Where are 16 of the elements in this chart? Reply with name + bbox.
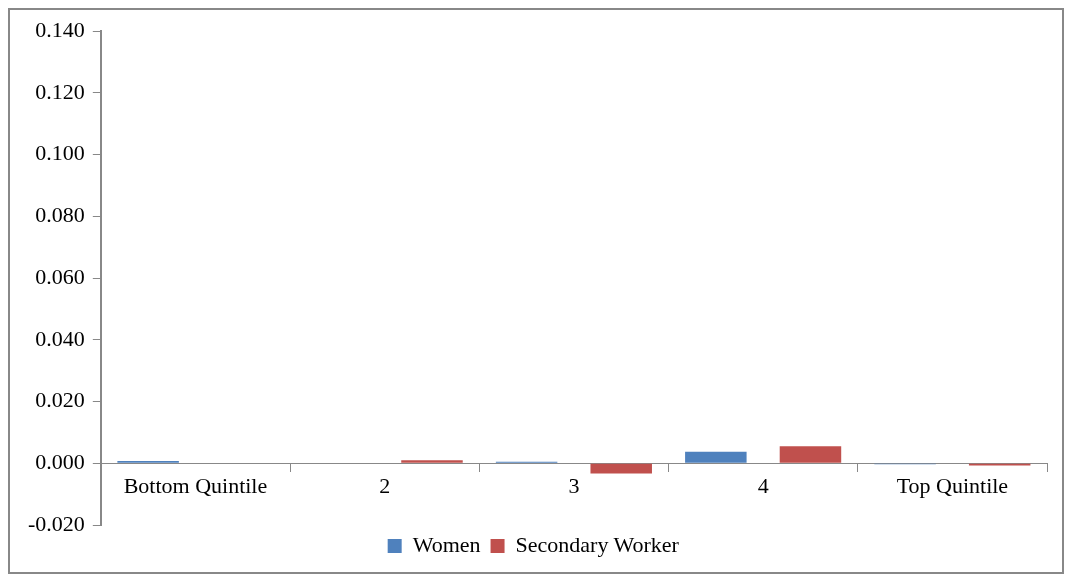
x-tick-label: Top Quintile <box>896 473 1009 499</box>
y-tick-label: 0.100 <box>35 140 85 166</box>
legend-label: Secondary Worker <box>515 531 680 557</box>
y-tick-label: 0.020 <box>35 387 85 413</box>
y-tick-label: 0.040 <box>35 325 85 351</box>
x-tick-label: Bottom Quintile <box>123 473 268 499</box>
y-tick-label: 0.120 <box>35 78 85 104</box>
x-tick-label: 2 <box>379 473 391 499</box>
y-tick-label: -0.020 <box>28 510 85 536</box>
y-tick-label: 0.080 <box>35 202 85 228</box>
x-tick-label: 3 <box>568 473 580 499</box>
x-tick-label: 4 <box>757 473 769 499</box>
y-tick-label: 0.060 <box>35 263 85 289</box>
y-tick-label: 0.140 <box>35 16 85 42</box>
y-tick-label: 0.000 <box>35 449 85 475</box>
legend-label: Women <box>412 531 481 557</box>
